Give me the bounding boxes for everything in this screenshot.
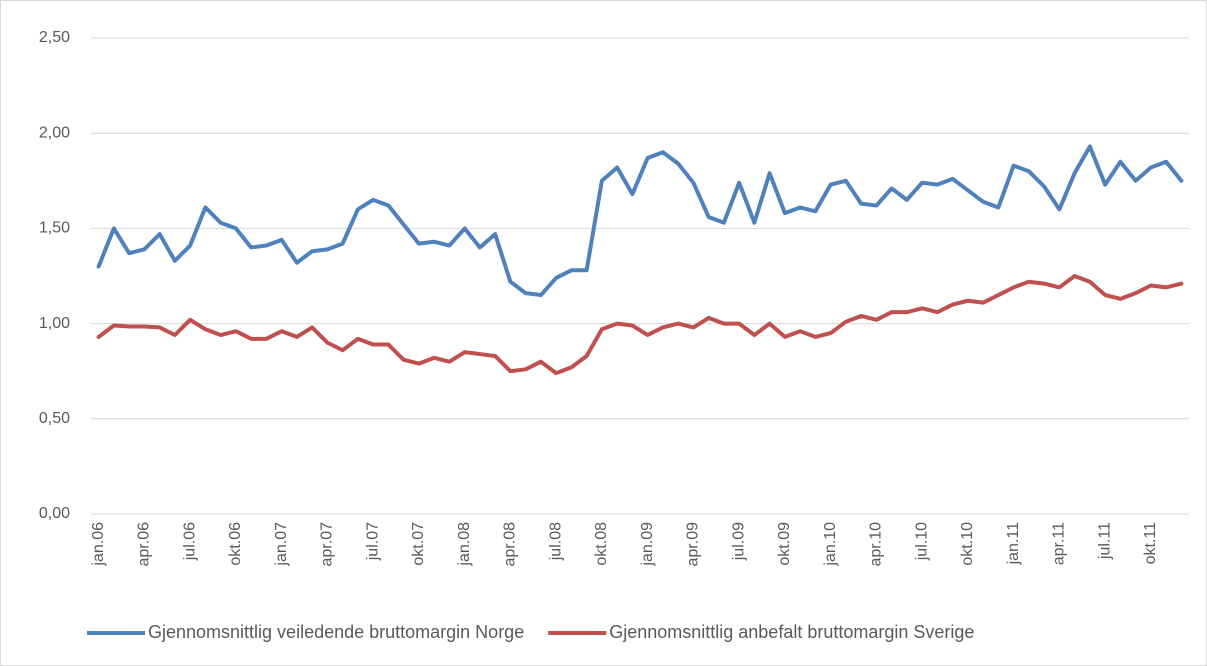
y-tick-label: 0,00 [39, 505, 70, 522]
series-line [96, 274, 1184, 376]
x-tick-label: okt.09 [776, 522, 793, 566]
x-tick-label: jul.06 [181, 522, 198, 561]
x-tick-label: okt.07 [410, 522, 427, 566]
y-tick-label: 2,00 [39, 124, 70, 141]
x-tick-label: okt.06 [227, 522, 244, 566]
x-tick-label: jul.10 [913, 522, 930, 561]
x-tick-label: jul.09 [730, 522, 747, 561]
x-tick-label: jan.09 [639, 522, 656, 567]
x-tick-label: jul.07 [364, 522, 381, 561]
x-tick-label: apr.07 [319, 522, 336, 567]
x-tick-label: apr.10 [868, 522, 885, 567]
x-tick-label: okt.08 [593, 522, 610, 566]
x-tick-label: jul.08 [547, 522, 564, 561]
x-tick-label: okt.10 [959, 522, 976, 566]
x-tick-label: apr.11 [1051, 522, 1068, 565]
x-tick-label: jan.10 [822, 522, 839, 567]
x-tick-label: okt.11 [1142, 522, 1159, 565]
y-tick-label: 2,50 [39, 29, 70, 46]
y-tick-label: 1,00 [39, 315, 70, 332]
series-line [96, 144, 1184, 298]
x-tick-label: jan.07 [273, 522, 290, 567]
x-tick-label: jan.11 [1005, 522, 1022, 566]
legend-label: Gjennomsnittlig veiledende bruttomargin … [148, 622, 524, 642]
x-tick-label: apr.06 [136, 522, 153, 567]
y-tick-label: 1,50 [39, 220, 70, 237]
x-tick-label: jan.08 [456, 522, 473, 567]
x-tick-label: apr.08 [502, 522, 519, 567]
y-tick-label: 0,50 [39, 410, 70, 427]
x-tick-label: jul.11 [1096, 522, 1113, 560]
x-tick-label: apr.09 [685, 522, 702, 567]
x-tick-label: jan.06 [90, 522, 107, 567]
legend-label: Gjennomsnittlig anbefalt bruttomargin Sv… [609, 622, 974, 642]
